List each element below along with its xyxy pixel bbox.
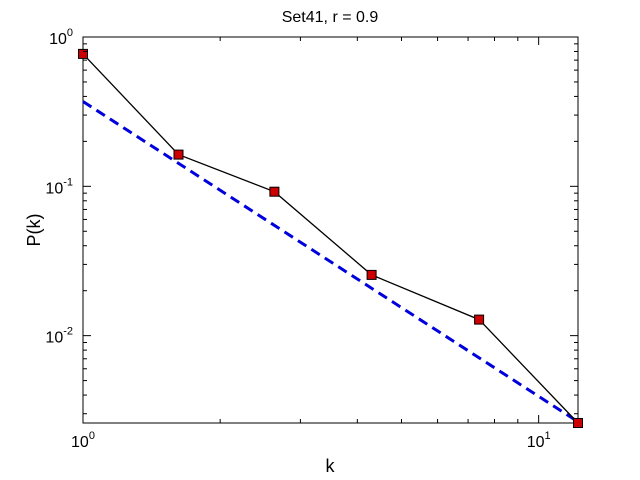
x-axis-label: k bbox=[326, 456, 336, 476]
y-axis-label: P(k) bbox=[24, 214, 44, 247]
y-tick-label: 10-1 bbox=[45, 176, 73, 197]
fit-line bbox=[82, 100, 579, 424]
data-point bbox=[366, 269, 377, 280]
x-tick-label: 101 bbox=[527, 430, 551, 451]
data-point bbox=[269, 186, 280, 197]
data-point bbox=[474, 314, 485, 325]
y-tick-label: 10-2 bbox=[45, 326, 73, 347]
tick-layer: 100 101 10-2 10-1 100 bbox=[45, 27, 578, 451]
y-tick-label: 100 bbox=[49, 27, 73, 48]
series-layer bbox=[78, 48, 583, 428]
x-tick-label: 100 bbox=[71, 430, 95, 451]
data-point bbox=[173, 149, 184, 160]
plot-area bbox=[82, 36, 579, 424]
data-line bbox=[82, 53, 579, 424]
chart-title: Set41, r = 0.9 bbox=[282, 9, 379, 26]
data-point bbox=[573, 418, 583, 428]
data-point bbox=[78, 48, 88, 59]
